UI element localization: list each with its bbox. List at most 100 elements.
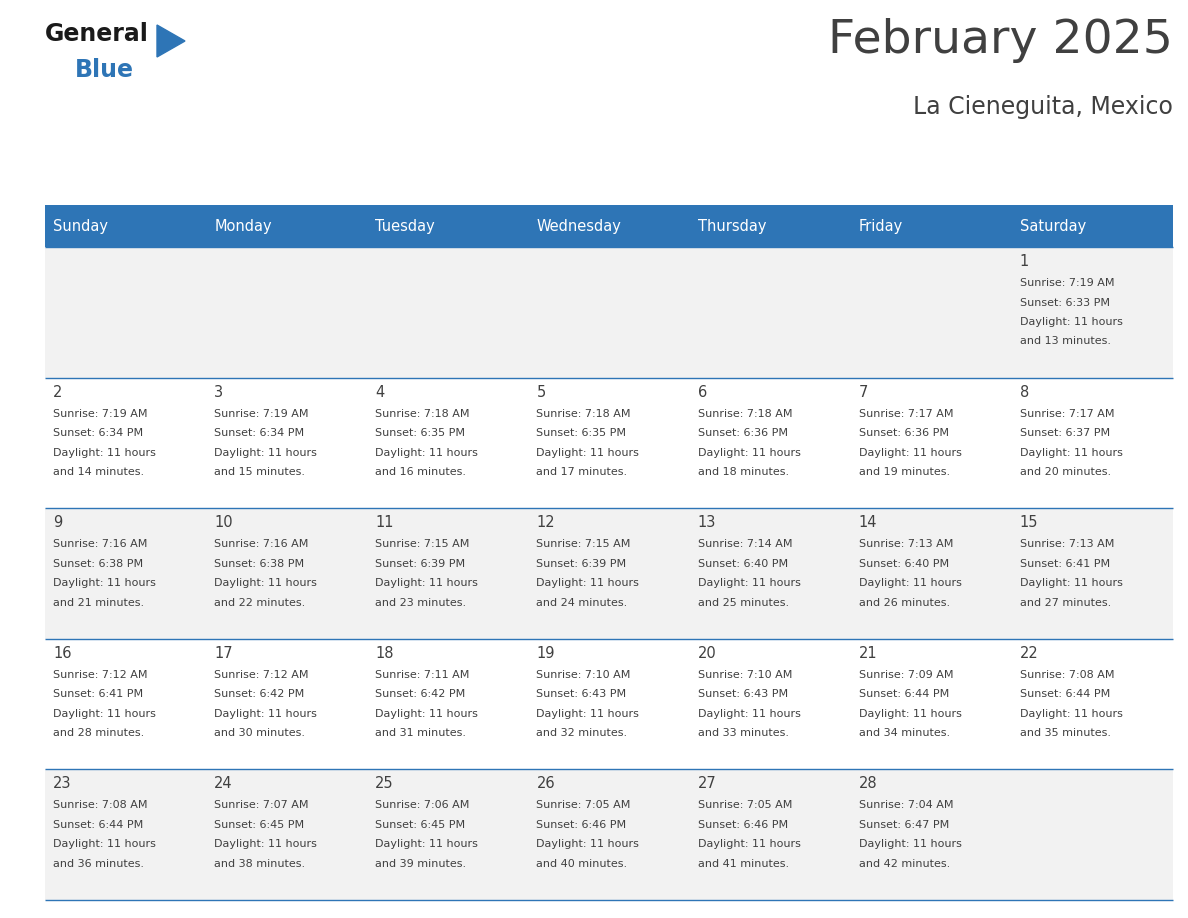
FancyBboxPatch shape — [529, 769, 689, 900]
Text: and 32 minutes.: and 32 minutes. — [537, 728, 627, 738]
Text: and 20 minutes.: and 20 minutes. — [1019, 467, 1111, 477]
Text: Daylight: 11 hours: Daylight: 11 hours — [537, 709, 639, 719]
Text: Sunset: 6:41 PM: Sunset: 6:41 PM — [1019, 559, 1110, 568]
Text: and 24 minutes.: and 24 minutes. — [537, 598, 627, 608]
Text: 20: 20 — [697, 645, 716, 661]
Text: Sunrise: 7:05 AM: Sunrise: 7:05 AM — [537, 800, 631, 811]
FancyBboxPatch shape — [851, 509, 1012, 639]
Text: Sunset: 6:35 PM: Sunset: 6:35 PM — [375, 428, 466, 438]
Text: Sunrise: 7:17 AM: Sunrise: 7:17 AM — [859, 409, 953, 419]
Text: Daylight: 11 hours: Daylight: 11 hours — [53, 839, 156, 849]
Text: Thursday: Thursday — [697, 218, 766, 233]
Text: and 33 minutes.: and 33 minutes. — [697, 728, 789, 738]
Text: Sunset: 6:34 PM: Sunset: 6:34 PM — [53, 428, 143, 438]
Text: Daylight: 11 hours: Daylight: 11 hours — [859, 839, 961, 849]
FancyBboxPatch shape — [529, 639, 689, 769]
Text: Daylight: 11 hours: Daylight: 11 hours — [1019, 709, 1123, 719]
Text: Sunrise: 7:10 AM: Sunrise: 7:10 AM — [537, 670, 631, 680]
Polygon shape — [157, 25, 185, 57]
Text: Sunrise: 7:19 AM: Sunrise: 7:19 AM — [1019, 278, 1114, 288]
Text: Daylight: 11 hours: Daylight: 11 hours — [375, 448, 478, 457]
Text: Sunset: 6:37 PM: Sunset: 6:37 PM — [1019, 428, 1110, 438]
Text: Sunrise: 7:19 AM: Sunrise: 7:19 AM — [53, 409, 147, 419]
Text: Sunset: 6:35 PM: Sunset: 6:35 PM — [537, 428, 626, 438]
Text: 10: 10 — [214, 515, 233, 531]
FancyBboxPatch shape — [367, 247, 529, 377]
FancyBboxPatch shape — [1012, 639, 1173, 769]
Text: 9: 9 — [53, 515, 62, 531]
Text: and 40 minutes.: and 40 minutes. — [537, 859, 627, 869]
Text: 3: 3 — [214, 385, 223, 399]
Text: Sunset: 6:36 PM: Sunset: 6:36 PM — [859, 428, 949, 438]
Text: and 21 minutes.: and 21 minutes. — [53, 598, 144, 608]
Text: Sunset: 6:41 PM: Sunset: 6:41 PM — [53, 689, 143, 700]
Text: General: General — [45, 22, 148, 46]
Text: Sunset: 6:44 PM: Sunset: 6:44 PM — [859, 689, 949, 700]
Text: 26: 26 — [537, 777, 555, 791]
Text: Sunrise: 7:10 AM: Sunrise: 7:10 AM — [697, 670, 792, 680]
Text: February 2025: February 2025 — [828, 18, 1173, 63]
Text: Daylight: 11 hours: Daylight: 11 hours — [859, 448, 961, 457]
Text: and 15 minutes.: and 15 minutes. — [214, 467, 305, 477]
Text: Sunset: 6:45 PM: Sunset: 6:45 PM — [375, 820, 466, 830]
Text: 8: 8 — [1019, 385, 1029, 399]
FancyBboxPatch shape — [207, 509, 367, 639]
Text: Daylight: 11 hours: Daylight: 11 hours — [375, 839, 478, 849]
Text: 23: 23 — [53, 777, 71, 791]
Text: Sunset: 6:40 PM: Sunset: 6:40 PM — [697, 559, 788, 568]
Text: Sunset: 6:46 PM: Sunset: 6:46 PM — [537, 820, 626, 830]
Text: and 25 minutes.: and 25 minutes. — [697, 598, 789, 608]
Text: Tuesday: Tuesday — [375, 218, 435, 233]
Text: 2: 2 — [53, 385, 63, 399]
Text: Sunday: Sunday — [53, 218, 108, 233]
Text: Daylight: 11 hours: Daylight: 11 hours — [214, 839, 317, 849]
FancyBboxPatch shape — [851, 639, 1012, 769]
Text: Daylight: 11 hours: Daylight: 11 hours — [1019, 317, 1123, 327]
Text: Sunset: 6:42 PM: Sunset: 6:42 PM — [375, 689, 466, 700]
FancyBboxPatch shape — [45, 769, 207, 900]
FancyBboxPatch shape — [689, 509, 851, 639]
Text: and 38 minutes.: and 38 minutes. — [214, 859, 305, 869]
Text: 22: 22 — [1019, 645, 1038, 661]
Text: Sunrise: 7:09 AM: Sunrise: 7:09 AM — [859, 670, 953, 680]
Text: La Cieneguita, Mexico: La Cieneguita, Mexico — [914, 95, 1173, 119]
FancyBboxPatch shape — [45, 639, 207, 769]
Text: Sunrise: 7:07 AM: Sunrise: 7:07 AM — [214, 800, 309, 811]
Text: 6: 6 — [697, 385, 707, 399]
FancyBboxPatch shape — [367, 639, 529, 769]
Text: Sunrise: 7:16 AM: Sunrise: 7:16 AM — [214, 539, 309, 549]
FancyBboxPatch shape — [45, 509, 207, 639]
Text: Daylight: 11 hours: Daylight: 11 hours — [537, 448, 639, 457]
Text: and 42 minutes.: and 42 minutes. — [859, 859, 950, 869]
Text: Sunrise: 7:04 AM: Sunrise: 7:04 AM — [859, 800, 953, 811]
Text: Sunrise: 7:18 AM: Sunrise: 7:18 AM — [537, 409, 631, 419]
Text: Daylight: 11 hours: Daylight: 11 hours — [697, 839, 801, 849]
Text: Sunrise: 7:13 AM: Sunrise: 7:13 AM — [859, 539, 953, 549]
Text: Sunrise: 7:08 AM: Sunrise: 7:08 AM — [1019, 670, 1114, 680]
FancyBboxPatch shape — [1012, 205, 1173, 247]
Text: and 16 minutes.: and 16 minutes. — [375, 467, 466, 477]
Text: 17: 17 — [214, 645, 233, 661]
Text: and 19 minutes.: and 19 minutes. — [859, 467, 950, 477]
Text: Daylight: 11 hours: Daylight: 11 hours — [697, 448, 801, 457]
Text: Sunrise: 7:05 AM: Sunrise: 7:05 AM — [697, 800, 792, 811]
Text: and 14 minutes.: and 14 minutes. — [53, 467, 144, 477]
FancyBboxPatch shape — [529, 377, 689, 509]
Text: Sunset: 6:43 PM: Sunset: 6:43 PM — [697, 689, 788, 700]
Text: Sunrise: 7:08 AM: Sunrise: 7:08 AM — [53, 800, 147, 811]
Text: 16: 16 — [53, 645, 71, 661]
Text: Daylight: 11 hours: Daylight: 11 hours — [1019, 448, 1123, 457]
FancyBboxPatch shape — [207, 769, 367, 900]
Text: Sunset: 6:42 PM: Sunset: 6:42 PM — [214, 689, 304, 700]
FancyBboxPatch shape — [367, 377, 529, 509]
FancyBboxPatch shape — [529, 509, 689, 639]
Text: and 17 minutes.: and 17 minutes. — [537, 467, 627, 477]
Text: 24: 24 — [214, 777, 233, 791]
Text: Daylight: 11 hours: Daylight: 11 hours — [53, 578, 156, 588]
Text: Daylight: 11 hours: Daylight: 11 hours — [214, 709, 317, 719]
FancyBboxPatch shape — [1012, 769, 1173, 900]
Text: Daylight: 11 hours: Daylight: 11 hours — [214, 578, 317, 588]
Text: Daylight: 11 hours: Daylight: 11 hours — [537, 839, 639, 849]
Text: and 41 minutes.: and 41 minutes. — [697, 859, 789, 869]
Text: Sunrise: 7:06 AM: Sunrise: 7:06 AM — [375, 800, 469, 811]
